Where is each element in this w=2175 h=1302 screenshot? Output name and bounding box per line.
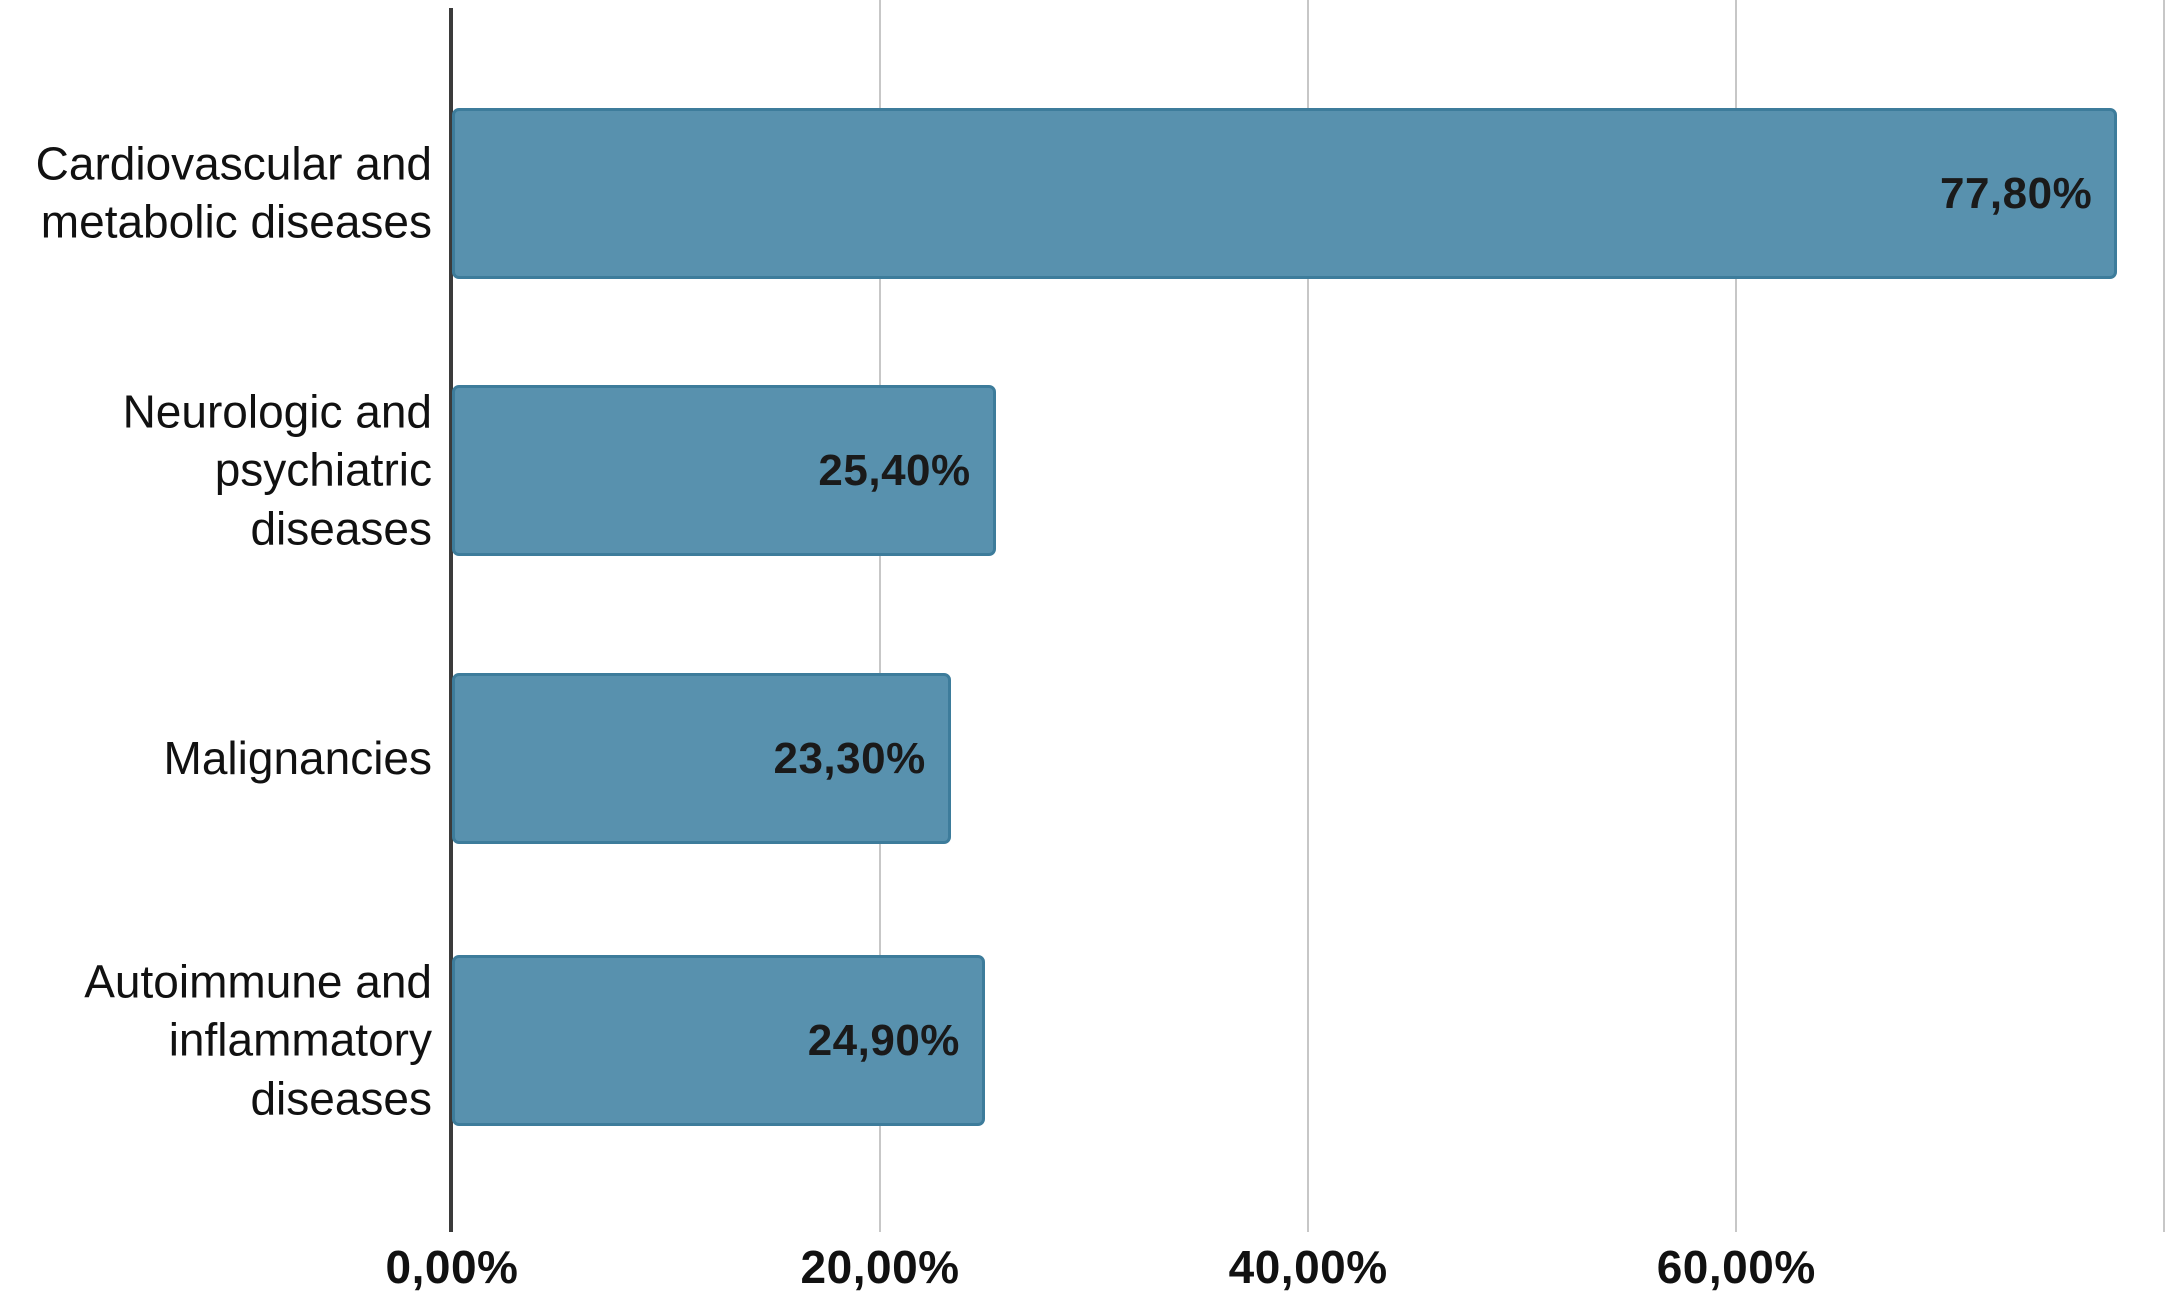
category-label-line: psychiatric: [214, 443, 432, 496]
x-axis-tick-labels: 0,00% 20,00% 40,00% 60,00%: [386, 1240, 2175, 1300]
gridline: [879, 0, 882, 1232]
category-label-line: Cardiovascular and: [35, 137, 432, 190]
x-tick-label: 0,00%: [385, 1241, 519, 1293]
bar-value-label: 24,90%: [807, 1015, 960, 1065]
x-tick-label: 60,00%: [1656, 1241, 1816, 1293]
bar: 24,90%: [452, 955, 985, 1126]
category-label-line: diseases: [250, 502, 432, 555]
x-tick-label: 40,00%: [1228, 1241, 1388, 1293]
category-label: Neurologic and psychiatric diseases: [0, 382, 432, 557]
category-label: Autoimmune and inflammatory diseases: [0, 952, 432, 1127]
category-label: Malignancies: [0, 729, 432, 787]
plot-area: 77,80% 25,40% 23,30% 24,90%: [449, 0, 2175, 1232]
bar: 25,40%: [452, 385, 996, 556]
category-label-line: Neurologic and: [122, 385, 432, 438]
bar-value-label: 25,40%: [818, 445, 971, 495]
category-labels: Cardiovascular and metabolic diseases Neur…: [0, 0, 432, 1232]
gridline: [1735, 0, 1738, 1232]
category-label-line: inflammatory: [168, 1013, 432, 1066]
category-label-line: Malignancies: [163, 731, 432, 784]
bar-value-label: 23,30%: [773, 733, 926, 783]
bar-value-label: 77,80%: [1939, 168, 2093, 218]
category-label-line: Autoimmune and: [84, 955, 432, 1008]
gridline: [2163, 0, 2166, 1232]
category-label-line: metabolic diseases: [40, 196, 432, 248]
category-label-line: diseases: [250, 1072, 432, 1125]
bar: 23,30%: [452, 673, 951, 844]
y-axis: [449, 8, 453, 1232]
gridline: [1307, 0, 1310, 1232]
x-tick-label: 20,00%: [800, 1241, 960, 1293]
bar: 77,80%: [452, 108, 2118, 279]
category-label: Cardiovascular and metabolic diseases: [0, 135, 432, 252]
